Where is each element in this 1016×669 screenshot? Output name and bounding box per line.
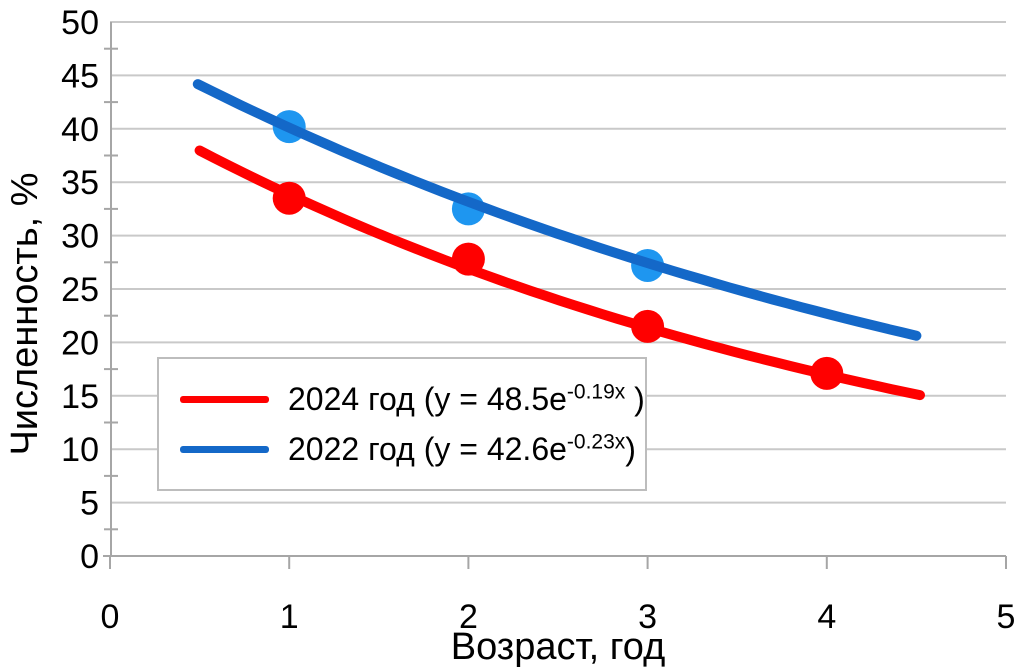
legend-label-2024-exponent: -0.19x (566, 379, 626, 403)
series-layer (192, 79, 925, 401)
y-tick-label-25: 25 (61, 271, 99, 309)
y-tick-label-20: 20 (61, 324, 99, 362)
y-tick-label-15: 15 (61, 378, 99, 416)
x-tick-label-1: 1 (280, 598, 299, 636)
legend-label-2024-suffix: ) (625, 380, 645, 417)
legend-item-2024: 2024 год (y = 48.5e-0.19x ) (180, 381, 645, 418)
y-tick-label-0: 0 (80, 538, 99, 576)
y-tick-label-45: 45 (61, 57, 99, 95)
legend-swatch-2024 (180, 395, 269, 403)
x-tick-label-0: 0 (101, 598, 120, 636)
legend-item-2022: 2022 год (y = 42.6e-0.23x) (180, 431, 645, 468)
trend-line-2022-год (192, 79, 922, 341)
y-tick-label-35: 35 (61, 164, 99, 202)
y-axis-title: Численность, % (4, 172, 46, 456)
x-tick-label-4: 4 (817, 598, 836, 636)
x-axis-title: Возраст, год (450, 626, 666, 668)
x-tick-label-2: 2 (459, 598, 478, 636)
y-tick-label-5: 5 (80, 485, 99, 523)
legend-label-2022-exponent: -0.23x (566, 429, 626, 453)
axes (103, 22, 1007, 569)
x-tick-label-3: 3 (638, 598, 657, 636)
legend-label-2022-suffix: ) (625, 430, 636, 467)
y-tick-label-40: 40 (61, 111, 99, 149)
legend-label-2024-prefix: 2024 год (y = 48.5e (288, 380, 567, 417)
x-tick-label-5: 5 (997, 598, 1016, 636)
y-tick-label-50: 50 (61, 4, 99, 42)
legend-label-2024: 2024 год (y = 48.5e-0.19x ) (288, 381, 645, 418)
trend-line-2024-год (194, 145, 925, 401)
y-tick-label-10: 10 (61, 431, 99, 469)
legend-swatch-2022 (180, 445, 269, 453)
legend-label-2022: 2022 год (y = 42.6e-0.23x) (288, 431, 636, 468)
legend: 2024 год (y = 48.5e-0.19x ) 2022 год (y … (157, 357, 647, 491)
legend-label-2022-prefix: 2022 год (y = 42.6e (288, 430, 567, 467)
y-tick-label-30: 30 (61, 218, 99, 256)
